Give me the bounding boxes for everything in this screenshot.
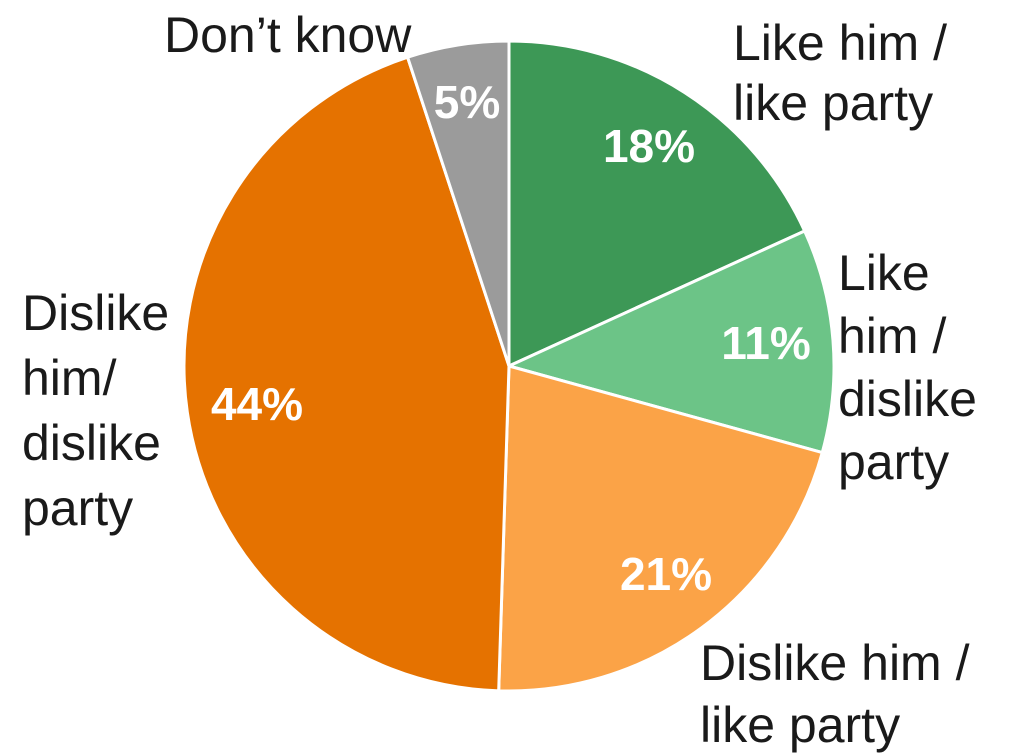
value-label-like-him-dislike-party: 11%: [721, 317, 811, 369]
category-label-line: Dislike: [22, 285, 169, 341]
category-label-like-him-dislike-party: Like him / dislike party: [838, 245, 977, 490]
category-label-line: Like: [838, 245, 930, 301]
value-label-dont-know: 5%: [434, 76, 500, 128]
pie-slices: [182, 39, 836, 693]
category-label-line: party: [838, 434, 949, 490]
category-label-line: Don’t know: [164, 7, 412, 63]
pie-slice-dislike-him-dislike-party: [182, 55, 511, 693]
category-label-like-him-like-party: Like him / like party: [733, 15, 947, 131]
category-label-dont-know: Don’t know: [164, 7, 412, 63]
category-label-line: party: [22, 480, 133, 536]
pie-slice-dont-know: [405, 39, 511, 367]
category-label-dislike-him-like-party: Dislike him / like party: [700, 635, 970, 753]
category-label-line: dislike: [22, 415, 161, 471]
category-label-line: him /: [838, 308, 946, 364]
category-label-line: Dislike him /: [700, 635, 970, 691]
value-label-like-him-like-party: 18%: [603, 120, 695, 172]
category-label-line: like party: [733, 75, 933, 131]
category-label-dislike-him-dislike-party: Dislike him/dislike party: [22, 285, 169, 536]
category-label-line: him/: [22, 350, 117, 406]
pie-slice-like-him-dislike-party: [504, 229, 836, 455]
pie-slice-dislike-him-like-party: [497, 364, 825, 693]
category-label-line: like party: [700, 697, 900, 753]
value-label-dislike-him-dislike-party: 44%: [211, 378, 303, 430]
value-labels: 18% 11% 21% 44% 5%: [211, 76, 811, 600]
pie-slice-like-him-like-party: [507, 39, 807, 369]
value-label-dislike-him-like-party: 21%: [620, 548, 712, 600]
category-label-line: Like him /: [733, 15, 947, 71]
category-label-line: dislike: [838, 371, 977, 427]
